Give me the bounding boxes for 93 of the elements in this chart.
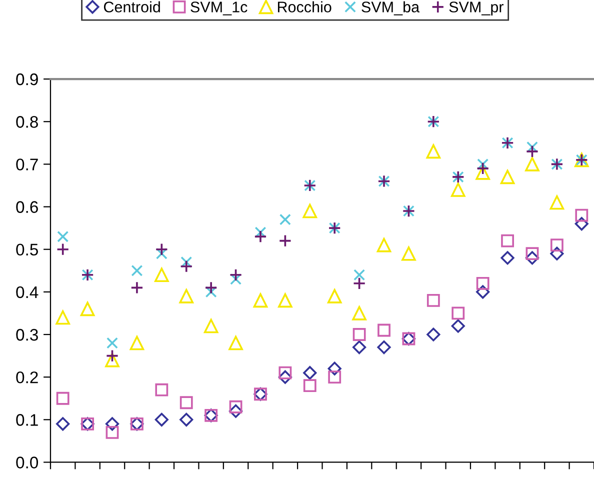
point: [156, 248, 168, 260]
point: [180, 256, 192, 268]
point: [130, 336, 144, 350]
point: [476, 162, 490, 175]
point: [377, 340, 391, 354]
y-tick-label: 0.9: [16, 73, 38, 86]
legend-label: SVM_pr: [449, 2, 504, 16]
point: [550, 195, 564, 210]
point: [278, 370, 292, 384]
point: [477, 158, 489, 170]
point: [105, 417, 120, 431]
point: [303, 379, 316, 392]
y-tick-label: 0.8: [16, 116, 38, 128]
point: [179, 289, 194, 304]
point: [378, 324, 390, 337]
point: [105, 352, 120, 368]
point: [229, 400, 242, 414]
point: [426, 294, 440, 307]
point: [278, 293, 292, 308]
point: [131, 264, 143, 276]
point: [451, 319, 465, 333]
point: [402, 246, 416, 261]
legend-label: Centroid: [104, 1, 160, 12]
point: [154, 268, 169, 282]
point: [155, 242, 168, 256]
point: [500, 170, 515, 184]
point: [56, 417, 70, 431]
point: [180, 260, 193, 273]
legend-label: Rocchio: [278, 1, 332, 12]
point: [526, 141, 538, 153]
point: [278, 366, 292, 380]
point: [253, 293, 268, 308]
point: [80, 302, 95, 316]
point: [180, 396, 193, 410]
point: [352, 340, 366, 354]
point: [254, 226, 266, 238]
point: [476, 285, 490, 299]
point: [352, 328, 366, 341]
y-tick-label: 0.1: [16, 414, 38, 426]
point: [575, 208, 588, 222]
y-tick-label: 0.2: [16, 371, 38, 384]
point: [155, 383, 168, 396]
point: [106, 426, 119, 439]
point: [254, 230, 267, 244]
point: [154, 412, 168, 426]
point: [450, 182, 466, 197]
point: [327, 289, 342, 304]
point: [376, 238, 392, 252]
point: [130, 281, 144, 294]
point: [180, 412, 194, 426]
point: [56, 310, 70, 325]
point: [229, 268, 242, 282]
point: [476, 276, 490, 290]
point: [106, 337, 118, 349]
point: [550, 238, 564, 252]
point: [56, 392, 70, 405]
y-tick-label: 0.4: [16, 286, 38, 298]
point: [328, 362, 342, 376]
point: [526, 247, 539, 260]
y-tick-label: 0.5: [16, 244, 38, 256]
point: [204, 318, 218, 334]
point: [57, 230, 69, 242]
point: [352, 306, 366, 320]
point: [279, 214, 291, 226]
point: [204, 281, 218, 294]
point: [525, 157, 540, 172]
point: [228, 336, 243, 350]
point: [302, 204, 318, 218]
point: [228, 404, 243, 418]
point: [278, 234, 292, 248]
point: [574, 217, 588, 231]
point: [426, 144, 441, 159]
point: [303, 366, 317, 380]
point: [526, 144, 539, 158]
point: [476, 166, 490, 180]
point: [205, 286, 217, 298]
point: [500, 251, 514, 265]
point: [352, 276, 366, 290]
y-tick-label: 0.3: [16, 328, 38, 341]
point: [56, 242, 70, 256]
point: [106, 349, 119, 362]
legend-label: SVM_1c: [190, 2, 248, 16]
legend-label: SVM_ba: [362, 1, 420, 16]
point: [550, 246, 564, 260]
y-tick-label: 0.7: [16, 158, 38, 170]
point: [525, 251, 540, 265]
point: [452, 306, 465, 320]
point: [426, 328, 440, 342]
point: [354, 269, 366, 281]
y-tick-label: 0.0: [16, 456, 38, 468]
point: [501, 234, 514, 248]
point: [328, 370, 342, 384]
y-tick-label: 0.6: [16, 201, 38, 213]
